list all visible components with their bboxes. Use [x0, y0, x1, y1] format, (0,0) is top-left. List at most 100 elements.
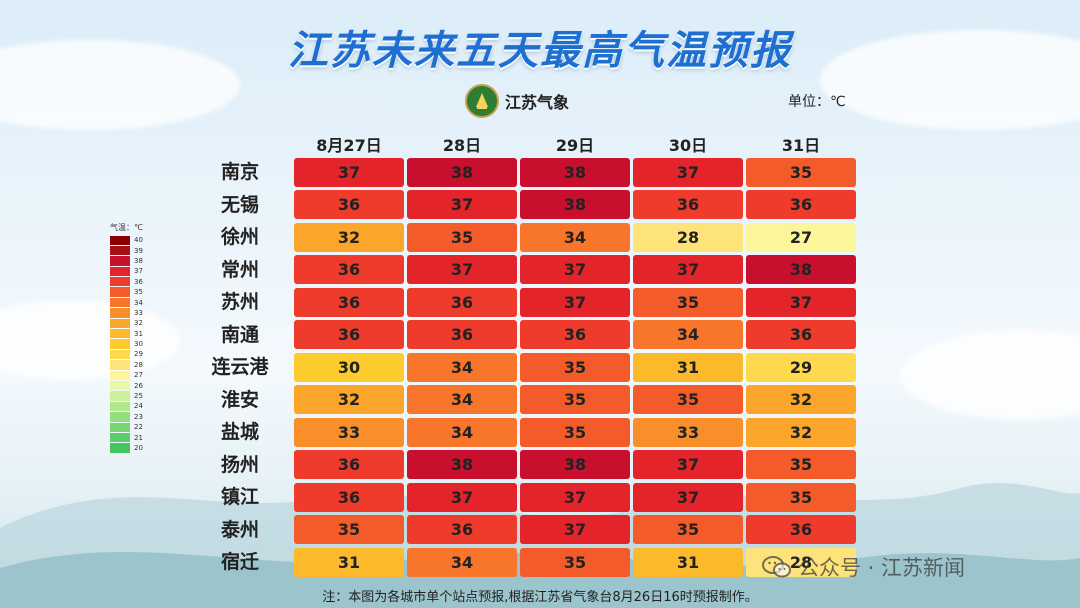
legend-label: 29: [134, 350, 143, 359]
legend-swatch: [110, 297, 130, 308]
watermark: 公众号 · 江苏新闻: [762, 552, 965, 582]
temperature-cell: 31: [633, 547, 743, 577]
column-header: 31日: [781, 136, 821, 155]
legend-entry: 29: [110, 349, 143, 360]
legend-label: 31: [134, 329, 143, 338]
legend-label: 38: [134, 256, 143, 265]
legend-swatch: [110, 339, 130, 349]
logo-text: 江苏气象: [505, 93, 570, 112]
temperature-cell: 36: [294, 450, 404, 479]
legend-swatch: [110, 412, 130, 422]
temperature-cell: 37: [633, 450, 743, 479]
row-label-city: 南通: [220, 323, 259, 346]
legend-label: 25: [134, 392, 143, 401]
legend-label: 39: [134, 246, 143, 255]
row-label-city: 盐城: [220, 421, 259, 443]
legend-swatch: [110, 318, 130, 329]
legend-entry: 34: [110, 297, 143, 308]
row-label-city: 无锡: [220, 193, 259, 216]
legend-swatch: [110, 256, 130, 266]
legend-label: 24: [134, 402, 143, 411]
legend-title: 气温：℃: [110, 223, 143, 232]
temperature-cell: 28: [633, 222, 743, 252]
temperature-cell: 37: [407, 482, 517, 512]
temperature-cell: 35: [746, 157, 856, 187]
temperature-cell: 34: [407, 352, 517, 382]
legend-label: 34: [134, 298, 143, 307]
temperature-cell: 36: [407, 515, 517, 544]
temperature-cell: 37: [520, 482, 630, 512]
temperature-cell: 35: [294, 515, 404, 544]
legend-entry: 38: [110, 256, 143, 266]
temperature-cell: 38: [407, 450, 517, 479]
legend-entry: 35: [110, 287, 143, 297]
legend-swatch: [110, 422, 130, 432]
temperature-cell: 34: [633, 320, 743, 349]
row-label-city: 徐州: [220, 226, 259, 248]
temperature-cell: 37: [633, 255, 743, 284]
column-header: 28日: [442, 136, 482, 155]
temperature-cell: 36: [294, 255, 404, 284]
legend-swatch: [110, 329, 130, 339]
temperature-cell: 35: [633, 385, 743, 414]
temperature-cell: 36: [294, 320, 404, 349]
legend-swatch: [110, 401, 130, 412]
legend-label: 33: [134, 308, 143, 317]
temperature-cell: 30: [294, 352, 404, 382]
row-label-city: 苏州: [220, 291, 259, 313]
legend-swatch: [110, 380, 130, 391]
temperature-cell: 33: [294, 417, 404, 447]
legend-entry: 32: [110, 318, 143, 329]
column-header: 29日: [555, 136, 595, 155]
page-title: 江苏未来五天最高气温预报: [288, 28, 792, 74]
temperature-cell: 35: [520, 385, 630, 414]
temperature-cell: 32: [746, 385, 856, 414]
temperature-cell: 29: [746, 352, 856, 382]
legend-swatch: [110, 370, 130, 380]
legend-label: 27: [134, 371, 143, 380]
temperature-cell: 36: [294, 287, 404, 317]
row-label-city: 淮安: [220, 388, 259, 411]
legend-label: 37: [134, 267, 143, 276]
legend-entry: 36: [110, 277, 143, 287]
legend-label: 22: [134, 423, 143, 432]
legend-swatch: [110, 360, 130, 370]
temperature-cell: 34: [407, 417, 517, 447]
temperature-cell: 32: [294, 222, 404, 252]
temperature-cell: 37: [407, 190, 517, 219]
row-label-city: 宿迁: [220, 551, 259, 573]
temperature-cell: 32: [294, 385, 404, 414]
legend-swatch: [110, 266, 130, 277]
legend-entry: 27: [110, 370, 143, 380]
temperature-cell: 35: [520, 547, 630, 577]
legend-swatch: [110, 391, 130, 401]
legend-swatch: [110, 432, 130, 443]
legend-entry: 31: [110, 329, 143, 339]
row-label-city: 常州: [220, 258, 259, 281]
column-header: 30日: [668, 136, 708, 155]
temperature-cell: 35: [746, 482, 856, 512]
temperature-cell: 36: [746, 190, 856, 219]
legend-entry: 21: [110, 432, 143, 443]
temperature-cell: 38: [520, 157, 630, 187]
legend-entry: 22: [110, 422, 143, 432]
temperature-cell: 35: [407, 222, 517, 252]
legend-label: 36: [134, 277, 143, 286]
legend-label: 35: [134, 288, 143, 297]
legend-entry: 25: [110, 391, 143, 401]
temperature-cell: 35: [633, 287, 743, 317]
temperature-cell: 36: [294, 482, 404, 512]
legend-label: 23: [134, 412, 143, 421]
temperature-cell: 34: [407, 547, 517, 577]
temperature-cell: 34: [407, 385, 517, 414]
legend-label: 32: [134, 319, 143, 328]
row-label-city: 泰州: [220, 518, 259, 541]
legend-entry: 39: [110, 245, 143, 256]
temperature-cell: 35: [520, 417, 630, 447]
temperature-cell: 31: [633, 352, 743, 382]
temperature-cell: 35: [746, 450, 856, 479]
temperature-cell: 37: [407, 255, 517, 284]
legend-swatch: [110, 235, 130, 245]
temperature-cell: 38: [746, 255, 856, 284]
